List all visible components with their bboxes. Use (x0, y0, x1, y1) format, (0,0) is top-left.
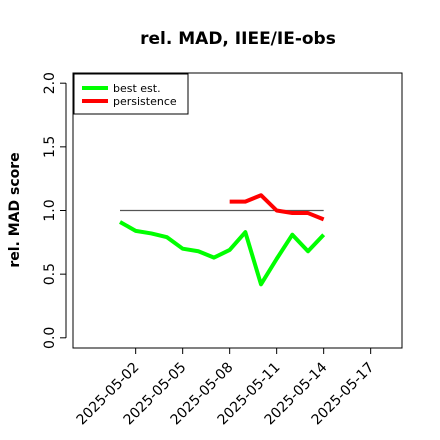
y-tick-label: 2.0 (42, 72, 58, 94)
y-axis-label: rel. MAD score (7, 152, 23, 267)
series-line-1 (229, 193, 325, 222)
y-tick-label: 0.5 (42, 263, 58, 285)
y-tick-label: 1.5 (42, 136, 58, 158)
axes: 0.00.51.01.52.02025-05-022025-05-052025-… (42, 72, 377, 428)
legend-box (73, 73, 189, 115)
legend-label-persistence: persistence (113, 95, 177, 108)
y-tick-label: 1.0 (42, 199, 58, 221)
y-tick-label: 0.0 (42, 327, 58, 349)
series-lines (119, 193, 326, 287)
series-line-0 (119, 220, 326, 287)
legend: best est. persistence (73, 73, 189, 115)
chart-title: rel. MAD, IIEE/IE-obs (140, 29, 336, 49)
legend-label-best-est: best est. (113, 82, 161, 95)
